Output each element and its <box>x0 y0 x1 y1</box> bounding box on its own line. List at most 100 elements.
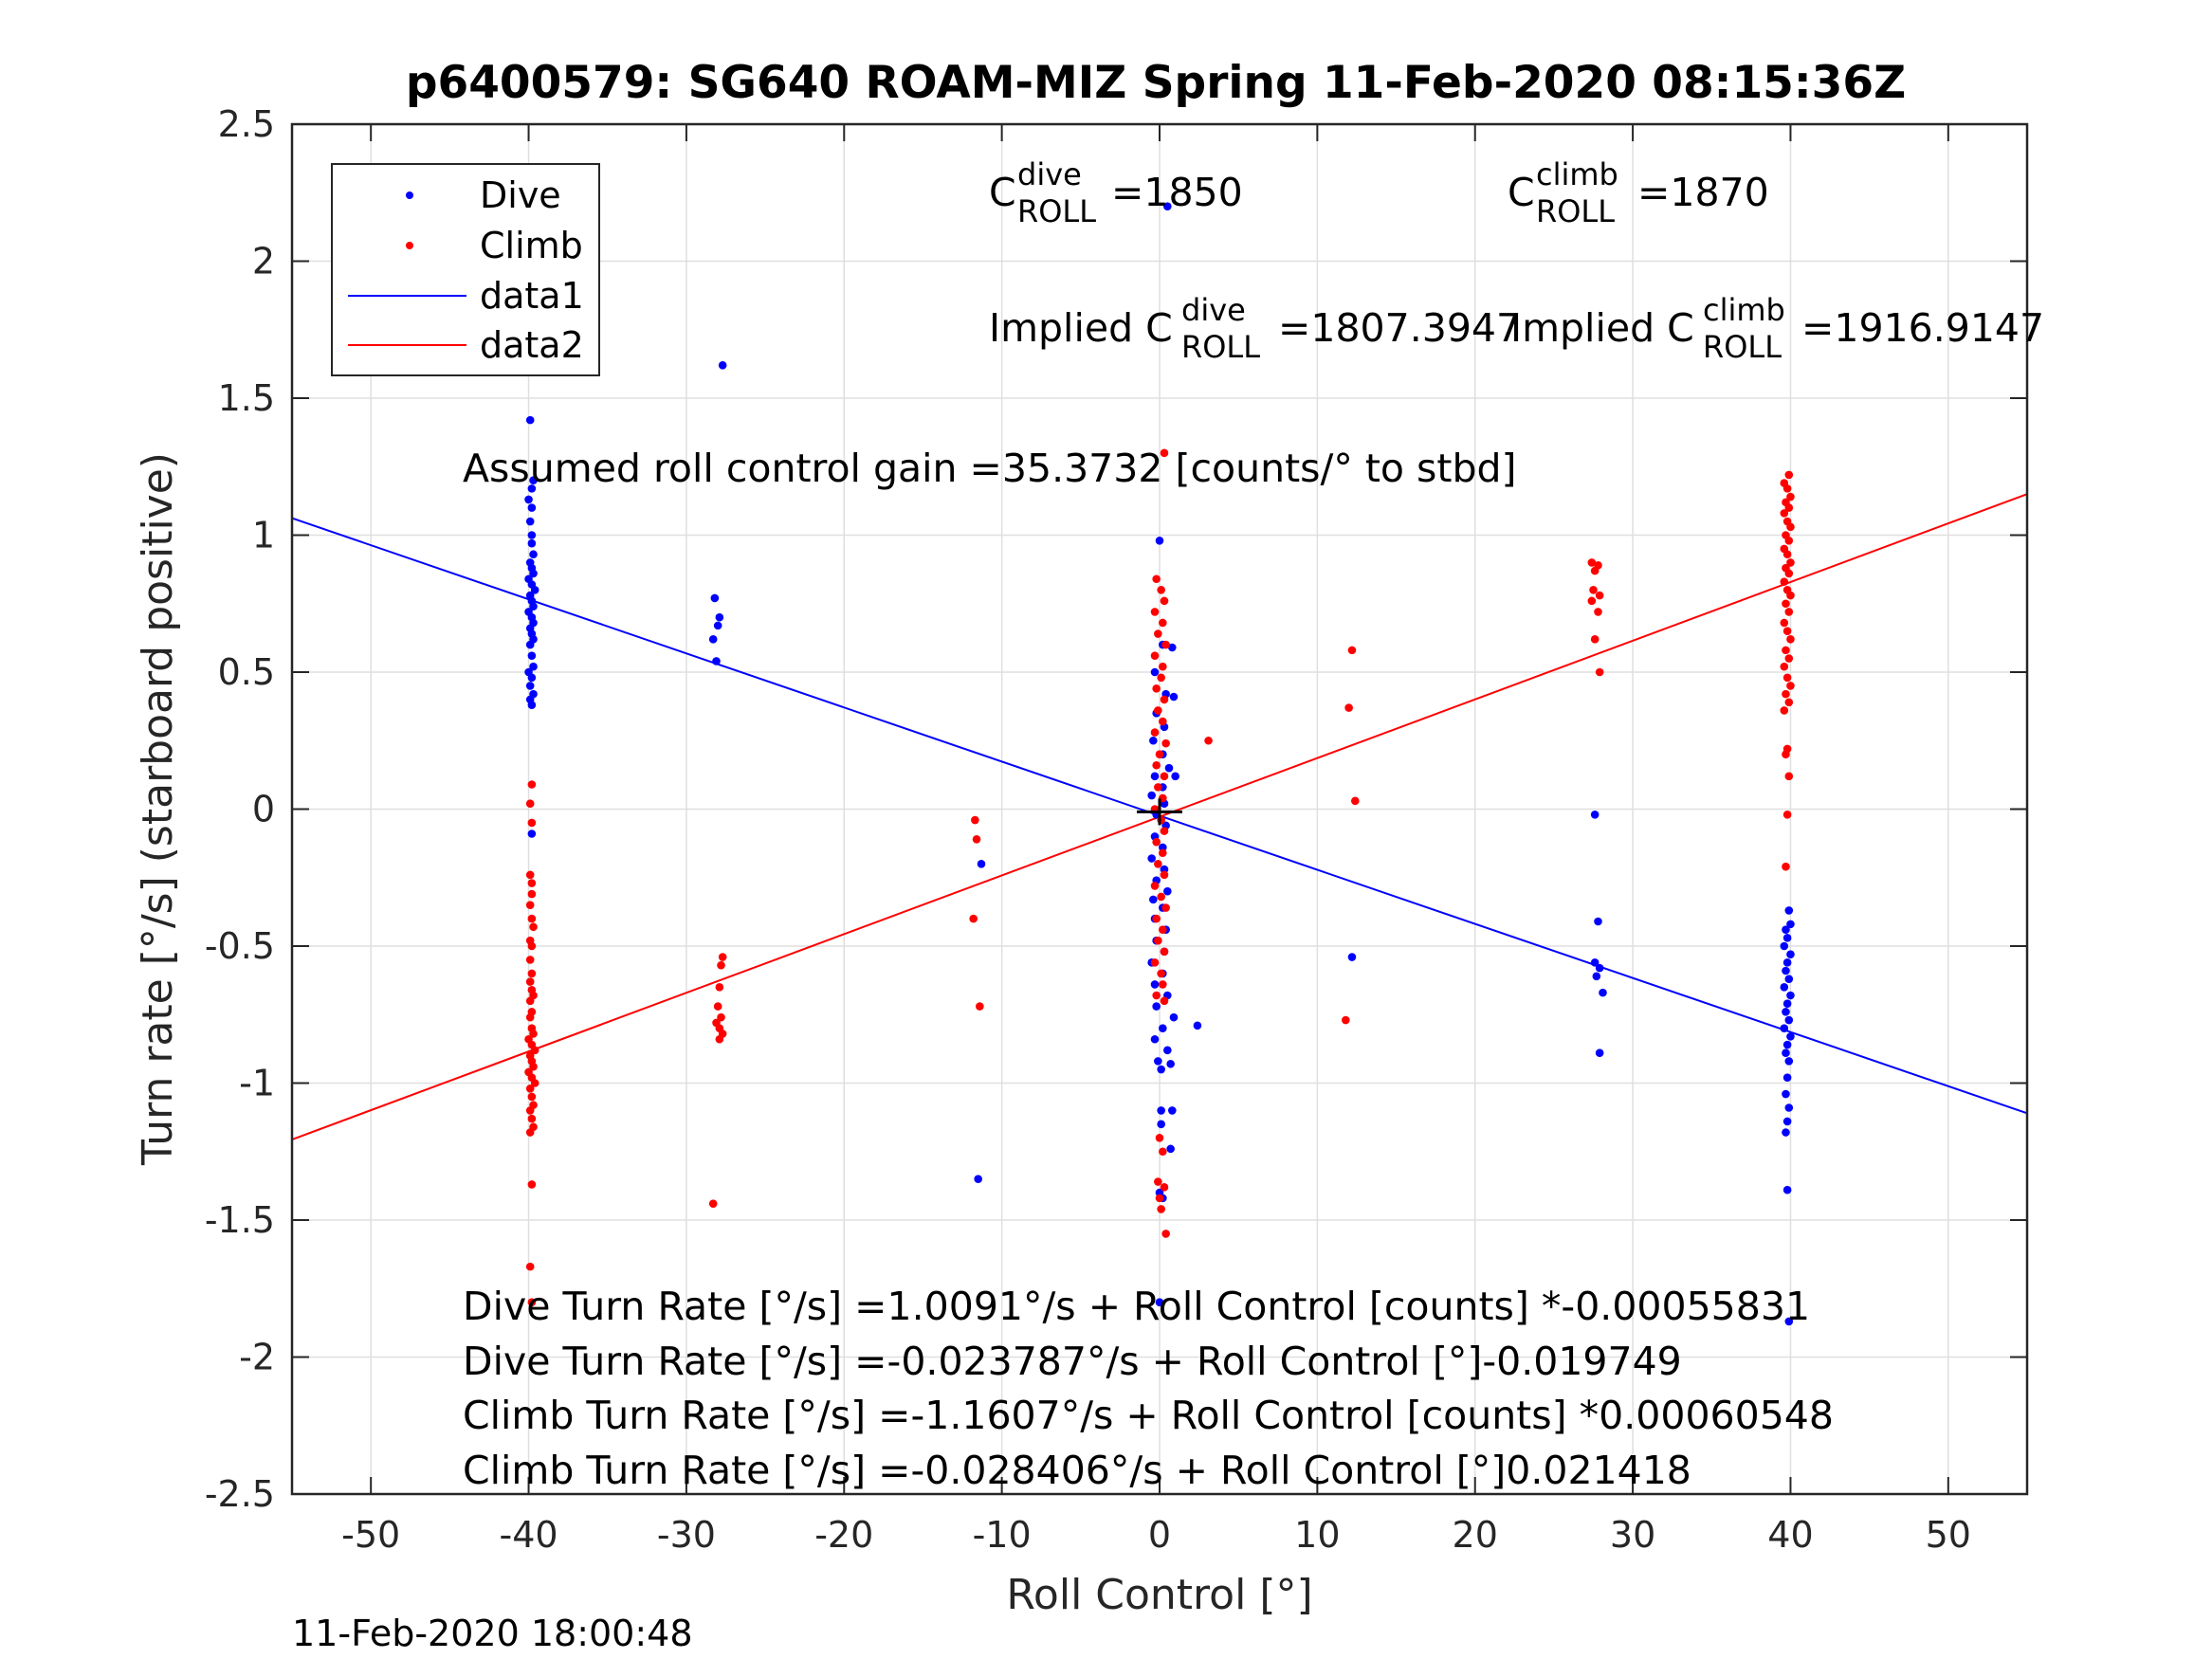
climb-point <box>1782 484 1792 493</box>
implied-dive-sub: ROLL <box>1181 329 1260 365</box>
climb-point <box>530 1079 539 1087</box>
dive-point <box>524 495 533 504</box>
dive-point <box>1782 1048 1790 1058</box>
climb-point <box>715 1034 724 1044</box>
climb-point <box>1589 586 1598 594</box>
dive-point <box>1786 920 1795 929</box>
y-tick-label: 0.5 <box>218 651 275 693</box>
dive-point <box>527 830 537 838</box>
legend-box <box>331 163 600 376</box>
dive-point <box>1149 736 1158 745</box>
axis-ticks <box>292 123 2027 1495</box>
climb-point <box>525 977 535 986</box>
climb-point <box>708 1199 718 1208</box>
climb-point <box>527 1180 537 1189</box>
dive-point <box>1599 988 1607 997</box>
x-tick-label: 0 <box>1148 1514 1171 1556</box>
dive-point <box>1157 1106 1165 1115</box>
climb-point <box>1161 1230 1170 1238</box>
climb-point <box>1159 925 1167 934</box>
x-tick-label: 50 <box>1926 1514 1971 1556</box>
climb-point <box>1782 627 1792 635</box>
dive-point <box>1150 772 1160 781</box>
dive-point <box>1786 950 1795 958</box>
climb-point <box>527 1298 537 1306</box>
climb-point <box>1160 448 1169 458</box>
climb-point <box>1160 695 1169 704</box>
climb-point <box>1350 796 1360 806</box>
dive-point <box>1147 854 1156 863</box>
climb-point <box>1786 492 1795 501</box>
climb-point <box>1784 654 1794 663</box>
dive-point <box>1590 810 1600 819</box>
climb-point <box>1782 810 1792 819</box>
climb-point <box>1347 646 1357 655</box>
implied-dive-value: =1807.3947 <box>1278 305 1521 351</box>
dive-point <box>1786 991 1795 1000</box>
dive-point <box>1590 958 1600 967</box>
c-roll-climb-sub: ROLL <box>1536 193 1615 229</box>
climb-point <box>1590 566 1600 575</box>
dive-point <box>1157 1065 1165 1074</box>
climb-point <box>527 1114 537 1123</box>
climb-point <box>527 914 537 923</box>
climb-point <box>525 870 535 880</box>
climb-point <box>1161 903 1170 912</box>
y-tick-label: -1 <box>239 1063 275 1104</box>
climb-point <box>1157 586 1165 594</box>
x-tick-label: 30 <box>1610 1514 1655 1556</box>
dive-point <box>1166 1059 1175 1068</box>
dive-point <box>1786 1032 1795 1041</box>
dive-point <box>1149 895 1158 904</box>
dive-point <box>708 635 718 644</box>
climb-point <box>1784 503 1794 512</box>
implied-climb-sub: ROLL <box>1703 329 1782 365</box>
climb-point <box>1342 1015 1350 1025</box>
climb-point <box>717 1012 725 1022</box>
dive-point <box>1150 1034 1160 1044</box>
climb-point <box>1784 698 1794 707</box>
c-roll-climb-sup: climb <box>1536 156 1618 192</box>
climb-point <box>1786 522 1795 532</box>
dive-point <box>1168 1106 1177 1115</box>
legend-climb-marker <box>406 242 413 249</box>
implied-dive-sup: dive <box>1181 292 1246 328</box>
climb-point <box>1594 608 1602 616</box>
equation-dive-counts: Dive Turn Rate [°/s] =1.0091°/s + Roll C… <box>463 1284 1810 1329</box>
climb-point <box>1784 608 1794 616</box>
climb-point <box>1590 635 1600 644</box>
climb-point <box>1780 577 1789 586</box>
climb-point <box>525 799 535 809</box>
dive-point <box>715 612 724 622</box>
climb-point <box>1159 618 1167 628</box>
x-tick-label: -10 <box>973 1514 1032 1556</box>
climb-point <box>1780 618 1789 628</box>
climb-point <box>525 996 535 1006</box>
dive-point <box>527 673 537 683</box>
dive-point <box>1782 934 1792 942</box>
dive-point <box>1782 1089 1790 1099</box>
climb-point <box>1786 682 1795 690</box>
c-roll-dive-sub: ROLL <box>1017 193 1096 229</box>
dive-point <box>1163 886 1172 896</box>
climb-point <box>1159 848 1167 858</box>
x-axis-label: Roll Control [°] <box>1006 1571 1312 1619</box>
y-tick-label: 1.5 <box>218 377 275 419</box>
climb-point <box>1786 635 1795 644</box>
climb-point <box>1160 947 1169 957</box>
climb-point <box>1154 860 1162 868</box>
climb-point <box>1150 958 1160 967</box>
dive-point <box>529 662 538 671</box>
dive-point <box>1782 1117 1792 1126</box>
dive-point <box>1168 643 1177 652</box>
climb-point <box>1161 640 1170 649</box>
y-axis-label: Turn rate [°/s] (starboard positive) <box>134 452 182 1166</box>
climb-point <box>1782 646 1790 655</box>
legend: Dive Climb data1 data2 <box>331 163 600 376</box>
climb-point <box>525 956 535 964</box>
dive-point <box>1782 966 1790 975</box>
implied-climb-value: =1916.9147 <box>1801 305 2044 351</box>
climb-point <box>971 815 979 825</box>
dive-point <box>713 621 722 630</box>
timestamp-footer: 11-Feb-2020 18:00:48 <box>292 1613 693 1654</box>
